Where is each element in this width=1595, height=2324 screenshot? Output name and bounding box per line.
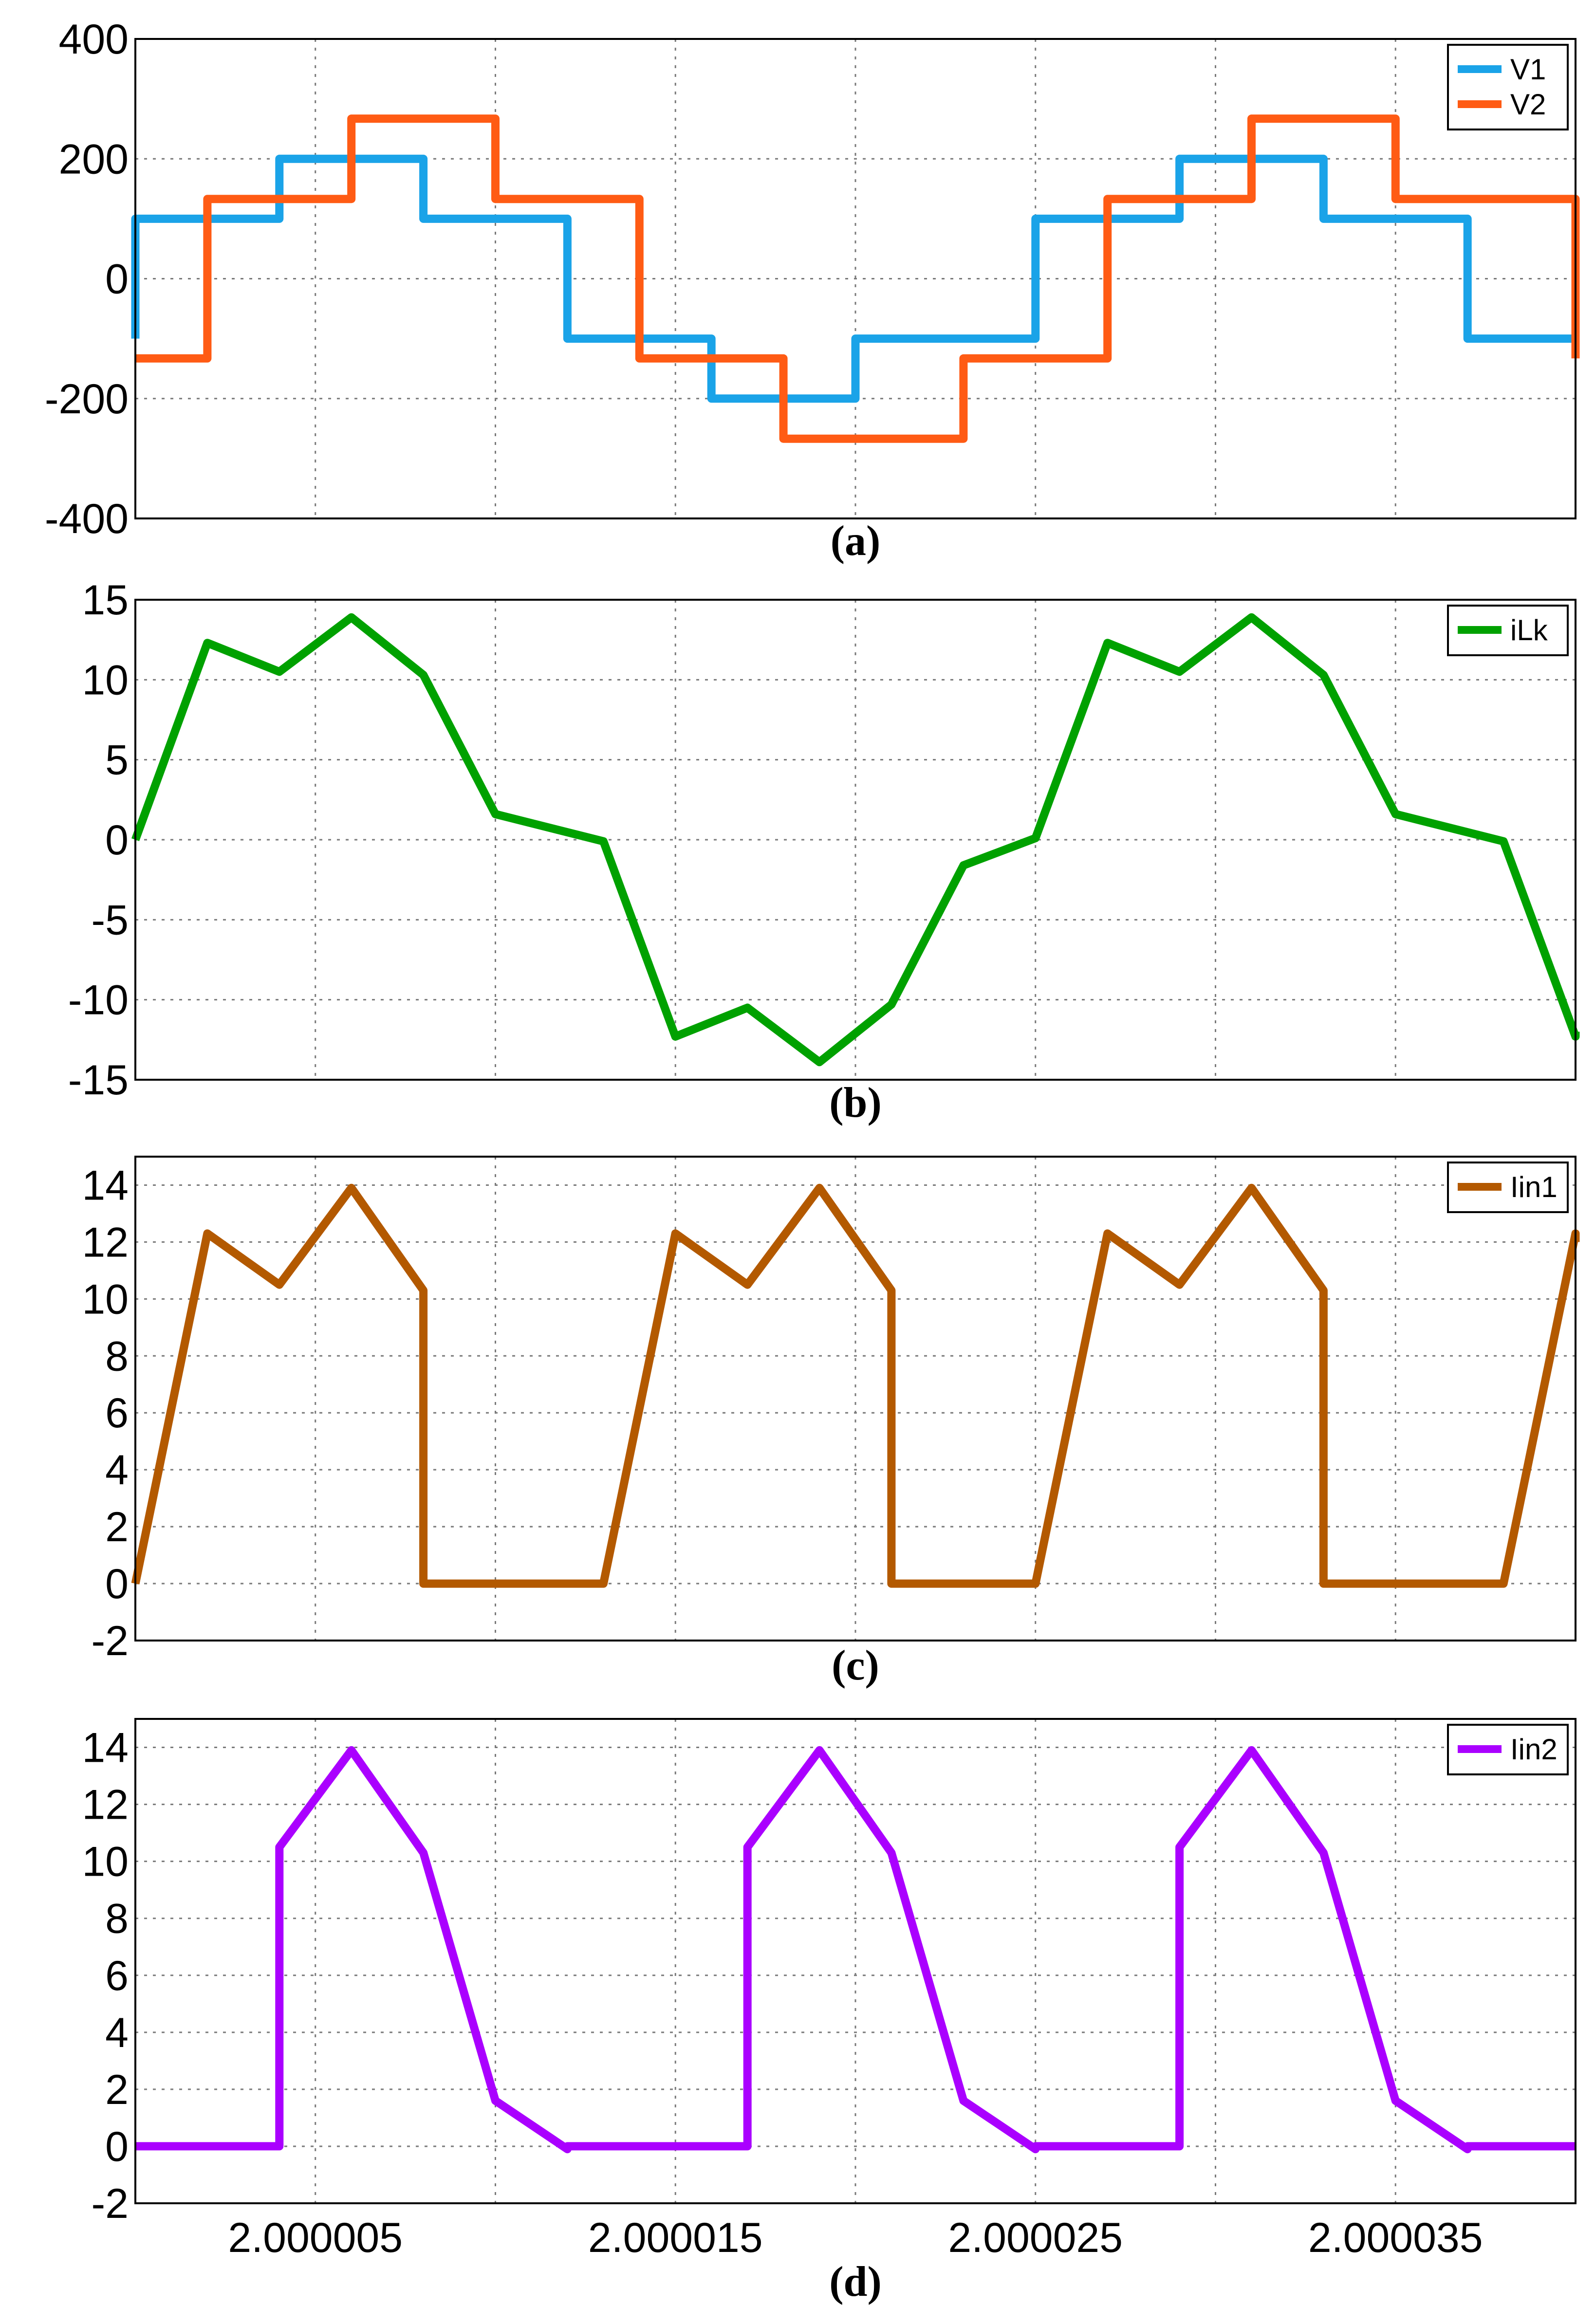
series-line-V2 (135, 114, 1580, 443)
series-line-Iin2 (135, 1746, 1576, 2154)
panel-caption: (a) (831, 517, 881, 565)
legend: Iin2 (1447, 1724, 1569, 1775)
panel-caption: (d) (829, 2258, 882, 2306)
plot-frame (134, 1156, 1576, 1642)
y-tick-label: 15 (82, 577, 129, 624)
y-tick-label: 2 (105, 2066, 129, 2113)
y-tick-label: 400 (59, 16, 129, 63)
y-tick-label: -2 (92, 2180, 129, 2227)
legend-label-iLk: iLk (1510, 614, 1548, 646)
y-tick-label: 14 (82, 1162, 129, 1209)
legend: Iin1 (1447, 1162, 1569, 1213)
y-tick-label: -400 (45, 496, 129, 542)
y-tick-label: 6 (105, 1953, 129, 1999)
legend-label-Iin1: Iin1 (1510, 1171, 1558, 1203)
plot-frame (134, 599, 1576, 1081)
chart-panel-2: 15 10 5 0 -5 -10 -15 (b) iLk (68, 577, 1580, 1126)
y-tick-label: 8 (105, 1333, 129, 1380)
y-tick-label: 10 (82, 1276, 129, 1323)
plot-frame (134, 38, 1576, 519)
y-tick-label: 14 (82, 1725, 129, 1771)
legend-label-Iin2: Iin2 (1510, 1733, 1558, 1766)
plot-frame (134, 1718, 1576, 2204)
chart-panel-4: 14 12 10 8 6 4 2 0 -2 2.000005 2.000015 2.000025 2.0… (82, 1718, 1576, 2306)
legend-label-V1: V1 (1510, 53, 1546, 86)
y-tick-label: -2 (92, 1618, 129, 1664)
y-tick-label: 2 (105, 1504, 129, 1550)
x-tick-label: 2.000035 (1308, 2214, 1483, 2261)
x-tick-label: 2.000005 (228, 2214, 403, 2261)
panel-caption: (c) (832, 1642, 879, 1689)
y-tick-label: -200 (45, 376, 129, 423)
series-line-Iin1 (131, 1183, 1580, 1588)
y-tick-label: 12 (82, 1782, 129, 1828)
y-tick-label: 10 (82, 657, 129, 703)
y-tick-label: 12 (82, 1219, 129, 1266)
legend-label-V2: V2 (1510, 88, 1546, 121)
y-tick-label: -15 (68, 1057, 129, 1104)
y-tick-label: 0 (105, 256, 129, 303)
y-tick-label: -5 (92, 897, 129, 943)
x-tick-label: 2.000015 (588, 2214, 763, 2261)
y-tick-label: 4 (105, 1447, 129, 1494)
legend-box (1447, 44, 1569, 130)
y-tick-label: -10 (68, 977, 129, 1024)
y-tick-label: 200 (59, 136, 129, 183)
y-tick-label: 5 (105, 737, 129, 784)
panel-caption: (b) (829, 1079, 882, 1126)
y-tick-label: 0 (105, 817, 129, 864)
y-tick-label: 8 (105, 1896, 129, 1942)
series-line-V1 (131, 154, 1576, 403)
y-tick-label: 10 (82, 1839, 129, 1885)
y-tick-label: 6 (105, 1390, 129, 1437)
y-tick-label: 0 (105, 2123, 129, 2170)
y-tick-label: 0 (105, 1561, 129, 1607)
legend: iLk (1447, 605, 1569, 656)
chart-panel-3: 14 12 10 8 6 4 2 0 -2 (c) Iin1 (82, 1156, 1580, 1689)
series-line-iLk (131, 613, 1580, 1067)
y-tick-label: 4 (105, 2010, 129, 2056)
x-tick-label: 2.000025 (948, 2214, 1123, 2261)
